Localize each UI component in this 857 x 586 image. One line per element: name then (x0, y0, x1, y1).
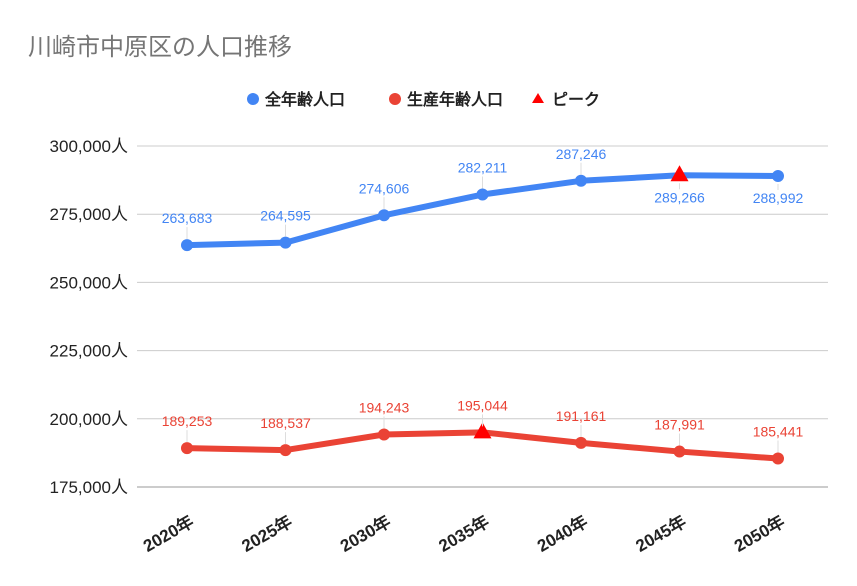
data-point (772, 452, 784, 465)
data-point (279, 444, 292, 457)
peak-marker (670, 165, 689, 182)
data-label: 195,044 (457, 397, 508, 413)
data-label: 264,595 (260, 208, 311, 224)
chart-title: 川崎市中原区の人口推移 (28, 34, 292, 61)
data-label: 282,211 (458, 160, 508, 176)
x-tick-label: 2050年 (731, 511, 788, 556)
data-point (476, 188, 489, 201)
data-point (181, 442, 193, 455)
data-label: 191,161 (556, 408, 607, 424)
legend-label-peak: ピーク (552, 91, 600, 109)
data-label: 187,991 (654, 417, 705, 433)
data-label: 287,246 (556, 146, 607, 162)
y-tick-label: 300,000人 (50, 137, 128, 156)
y-tick-label: 200,000人 (50, 410, 128, 429)
data-point (378, 209, 390, 222)
x-tick-label: 2035年 (435, 511, 492, 556)
data-point (575, 174, 587, 187)
data-point (673, 445, 686, 458)
data-point (772, 170, 784, 183)
x-tick-label: 2025年 (238, 511, 295, 556)
peak-marker (473, 422, 492, 439)
x-tick-label: 2030年 (337, 511, 394, 556)
data-point (378, 428, 390, 441)
data-label: 289,266 (654, 189, 705, 205)
data-label: 274,606 (359, 180, 410, 196)
legend-label-total: 全年齢人口 (264, 90, 345, 109)
x-tick-label: 2045年 (632, 511, 689, 556)
data-label: 188,537 (260, 415, 311, 431)
legend-marker-peak (532, 93, 544, 103)
legend: 全年齢人口 生産年齢人口 ピーク (247, 90, 600, 109)
data-label: 288,992 (753, 190, 804, 206)
data-point (575, 436, 587, 449)
data-label: 185,441 (753, 424, 804, 440)
data-label: 194,243 (359, 400, 410, 416)
y-tick-label: 225,000人 (50, 342, 128, 361)
legend-label-working-age: 生産年齢人口 (407, 90, 503, 109)
y-tick-label: 275,000人 (50, 205, 128, 224)
data-point (181, 239, 193, 252)
y-tick-label: 175,000人 (50, 478, 128, 497)
data-label: 189,253 (162, 413, 213, 429)
legend-marker-working-age (389, 93, 401, 105)
legend-marker-total (247, 93, 259, 105)
data-label: 263,683 (162, 210, 213, 226)
x-tick-label: 2040年 (534, 511, 591, 556)
x-tick-label: 2020年 (140, 511, 197, 556)
y-tick-label: 250,000人 (50, 273, 128, 292)
data-point (279, 236, 292, 249)
